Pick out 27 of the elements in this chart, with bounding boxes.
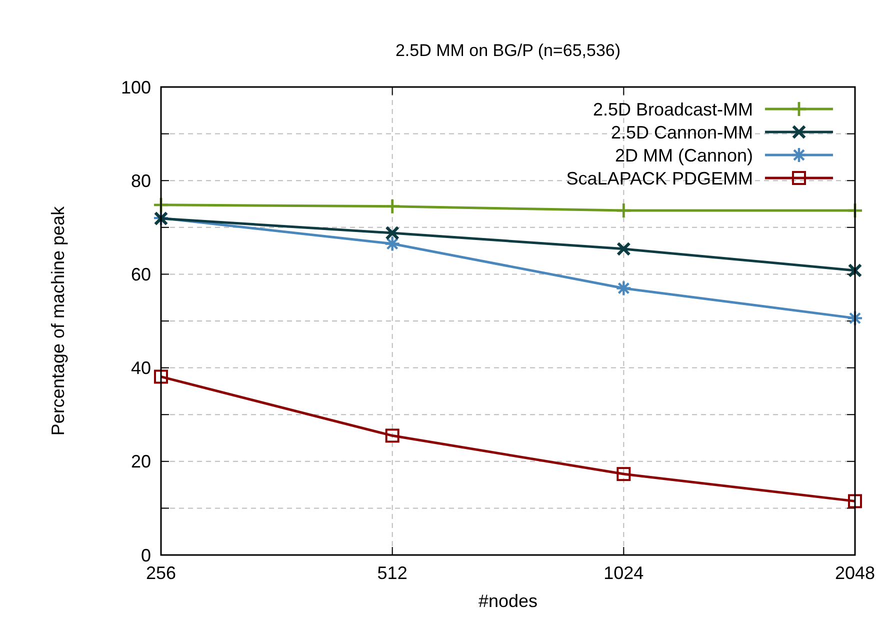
y-tick-label: 40 bbox=[130, 358, 151, 378]
point bbox=[385, 428, 400, 443]
x-tick-label: 256 bbox=[146, 563, 176, 583]
x-axis-title: #nodes bbox=[478, 591, 538, 611]
chart-title: 2.5D MM on BG/P (n=65,536) bbox=[395, 41, 621, 60]
y-tick-label: 60 bbox=[130, 264, 151, 284]
x-tick-label: 512 bbox=[377, 563, 408, 583]
point bbox=[616, 281, 631, 296]
point bbox=[154, 370, 168, 384]
y-tick-label: 100 bbox=[120, 77, 151, 98]
legend-label: 2D MM (Cannon) bbox=[614, 145, 753, 166]
point bbox=[616, 242, 630, 256]
point bbox=[616, 204, 631, 218]
point bbox=[386, 226, 400, 240]
legend-label: ScaLAPACK PDGEMM bbox=[566, 168, 753, 188]
legend-label: 2.5D Cannon-MM bbox=[610, 122, 753, 142]
legend-label: 2.5D Broadcast-MM bbox=[592, 99, 753, 120]
x-tick-label: 2048 bbox=[834, 563, 876, 583]
point bbox=[848, 494, 862, 508]
y-axis-title: Percentage of machine peak bbox=[48, 205, 68, 436]
y-tick-label: 20 bbox=[130, 452, 151, 472]
point bbox=[616, 467, 631, 482]
x-tick-label: 1024 bbox=[604, 563, 644, 583]
point bbox=[848, 264, 862, 278]
point bbox=[385, 199, 400, 214]
y-tick-label: 0 bbox=[140, 545, 151, 566]
y-tick-label: 80 bbox=[130, 170, 151, 191]
